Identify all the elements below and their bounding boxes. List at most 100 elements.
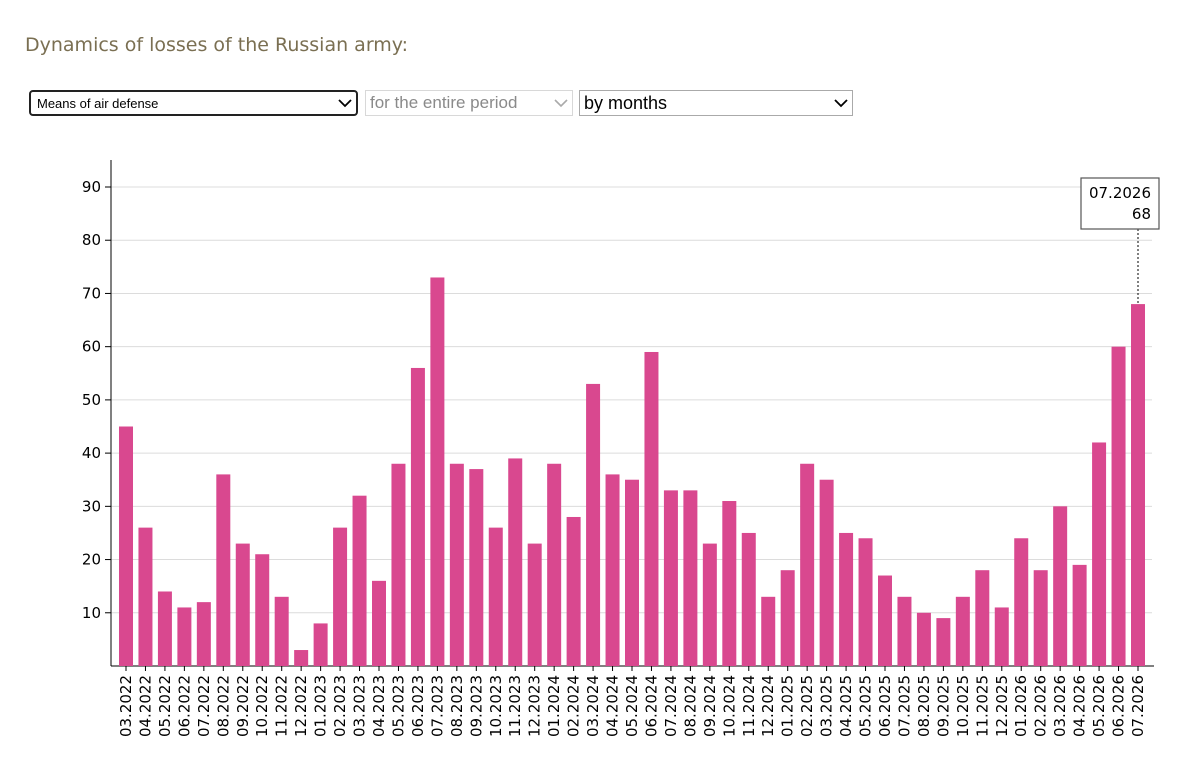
y-tick-label: 90 (82, 178, 101, 196)
bar (780, 570, 795, 666)
x-tick-label: 06.2024 (642, 675, 660, 737)
bar (255, 554, 270, 666)
x-tick-label: 05.2024 (623, 675, 641, 737)
granularity-select[interactable]: by months (579, 90, 853, 116)
bar (1111, 346, 1126, 666)
x-tick-label: 02.2026 (1032, 675, 1050, 737)
x-tick-label: 01.2023 (312, 675, 330, 737)
x-tick-label: 08.2024 (681, 675, 699, 737)
x-tick-label: 01.2025 (779, 675, 797, 737)
bar (235, 543, 250, 666)
bar (333, 527, 348, 666)
x-tick-label: 10.2022 (253, 675, 271, 737)
x-tick-label: 05.2026 (1090, 675, 1108, 737)
y-tick-label: 20 (82, 551, 101, 569)
bar (955, 596, 970, 666)
x-tick-label: 07.2024 (662, 675, 680, 737)
x-tick-label: 04.2024 (604, 675, 622, 737)
y-tick-label: 10 (82, 604, 101, 622)
bar (605, 474, 620, 666)
bar (177, 607, 192, 666)
x-tick-label: 01.2024 (545, 675, 563, 737)
x-tick-label: 02.2023 (331, 675, 349, 737)
y-tick-label: 60 (82, 338, 101, 356)
bar (391, 463, 406, 666)
bar (1072, 564, 1087, 666)
bar (216, 474, 231, 666)
bar (469, 469, 484, 666)
x-tick-label: 10.2023 (487, 675, 505, 737)
bar (741, 532, 756, 666)
bar (352, 495, 367, 666)
x-tick-label: 03.2023 (351, 675, 369, 737)
bar (625, 479, 639, 666)
bar (274, 596, 289, 666)
bar (839, 532, 854, 666)
x-tick-label: 05.2023 (389, 675, 407, 737)
period-select[interactable]: for the entire period (365, 90, 573, 116)
bar (975, 570, 990, 666)
x-tick-label: 08.2023 (448, 675, 466, 737)
x-tick-label: 09.2022 (234, 675, 252, 737)
tooltip-value: 68 (1132, 205, 1151, 223)
x-tick-label: 03.2025 (818, 675, 836, 737)
y-tick-label: 80 (82, 231, 101, 249)
bar (508, 458, 523, 666)
bar (722, 501, 737, 666)
bar (313, 623, 328, 666)
x-tick-label: 04.2022 (136, 675, 154, 737)
x-tick-label: 11.2025 (973, 675, 991, 737)
bar (586, 383, 601, 666)
x-tick-label: 11.2024 (740, 675, 758, 737)
page-title: Dynamics of losses of the Russian army: (25, 34, 409, 56)
chevron-down-icon (830, 98, 852, 108)
x-tick-label: 12.2024 (759, 675, 777, 737)
category-select[interactable]: Means of air defense (29, 90, 358, 116)
bar (878, 575, 892, 666)
y-tick-label: 40 (82, 444, 101, 462)
x-tick-label: 08.2025 (915, 675, 933, 737)
bar (819, 479, 834, 666)
bar (488, 527, 503, 666)
y-tick-label: 50 (82, 391, 101, 409)
bar (1092, 442, 1107, 666)
period-select-value: for the entire period (370, 93, 518, 112)
bar (994, 607, 1009, 666)
x-tick-label: 12.2022 (292, 675, 310, 737)
bar (410, 367, 425, 666)
bar (663, 490, 678, 666)
bar (294, 650, 309, 666)
x-tick-label: 10.2024 (720, 675, 738, 737)
x-tick-label: 08.2022 (214, 675, 232, 737)
y-tick-label: 70 (82, 284, 101, 302)
bar (449, 463, 464, 666)
x-tick-label: 09.2023 (467, 675, 485, 737)
bar (527, 543, 542, 666)
x-tick-label: 11.2022 (273, 675, 291, 737)
x-tick-label: 04.2026 (1071, 675, 1089, 737)
bar (800, 463, 815, 666)
x-tick-label: 09.2024 (701, 675, 719, 737)
x-tick-label: 03.2024 (584, 675, 602, 737)
x-tick-label: 09.2025 (934, 675, 952, 737)
bar (936, 618, 951, 666)
bar (547, 463, 562, 666)
x-tick-label: 05.2022 (156, 675, 174, 737)
bar (196, 602, 211, 666)
x-tick-label: 11.2023 (506, 675, 524, 737)
x-tick-label: 01.2026 (1012, 675, 1030, 737)
bar (644, 351, 659, 666)
x-tick-label: 06.2025 (876, 675, 894, 737)
x-tick-label: 12.2025 (993, 675, 1011, 737)
bar (761, 596, 776, 666)
x-tick-label: 02.2025 (798, 675, 816, 737)
y-tick-label: 30 (82, 497, 101, 515)
bar (1131, 304, 1145, 666)
x-tick-label: 06.2022 (175, 675, 193, 737)
bar (683, 490, 698, 666)
tooltip-label: 07.2026 (1089, 184, 1151, 202)
x-tick-label: 07.2026 (1129, 675, 1147, 737)
granularity-select-value: by months (584, 92, 668, 113)
bar (138, 527, 153, 666)
x-tick-label: 06.2026 (1110, 675, 1128, 737)
